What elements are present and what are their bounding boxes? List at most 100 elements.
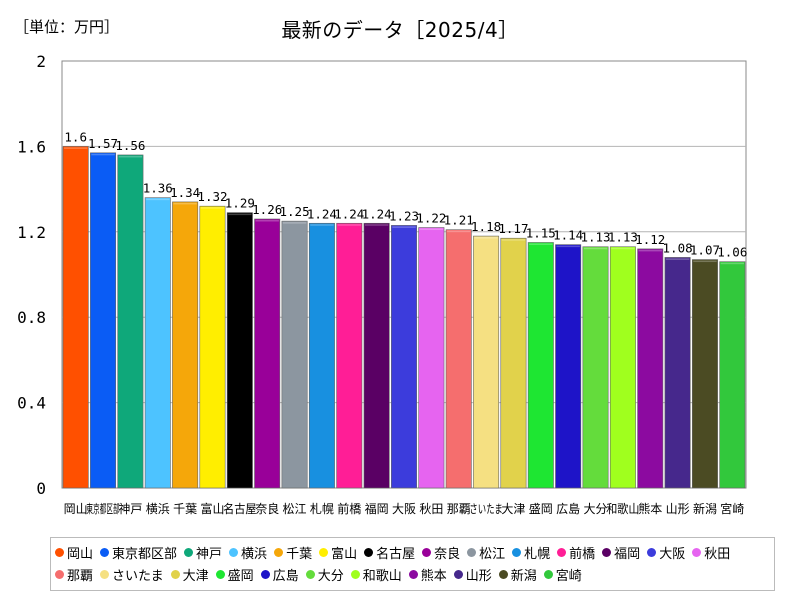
- unit-label: ［単位：万円］: [14, 18, 120, 36]
- legend-item: 新潟: [498, 563, 537, 585]
- chart-title: 最新のデータ［2025/4］: [281, 18, 519, 42]
- legend-swatch: [184, 547, 194, 557]
- value-label: 1.24: [334, 206, 364, 221]
- y-tick-label: 0.8: [17, 308, 46, 327]
- value-label: 1.32: [197, 189, 227, 204]
- legend-label: 福岡: [614, 546, 641, 562]
- legend-swatch: [512, 547, 522, 557]
- legend-label: 秋田: [704, 546, 731, 562]
- legend-item: 広島: [260, 563, 299, 585]
- bar-highlight: [255, 219, 279, 222]
- bar-highlight: [611, 247, 635, 250]
- legend-item: 大阪: [647, 541, 685, 563]
- legend-swatch: [100, 569, 110, 579]
- bar: [363, 222, 390, 489]
- value-label: 1.25: [280, 204, 310, 219]
- legend-swatch: [453, 569, 463, 579]
- legend-item: 名古屋: [364, 541, 415, 563]
- x-tick-label: 大分: [584, 502, 608, 516]
- y-tick-label: 2: [36, 52, 46, 71]
- legend-label: 奈良: [434, 546, 461, 562]
- bar: [637, 248, 664, 489]
- x-tick-label: さいたま: [469, 502, 502, 516]
- legend-label: 和歌山: [362, 568, 402, 584]
- bar-highlight: [337, 224, 361, 226]
- bar-highlight: [720, 262, 744, 265]
- bar: [336, 222, 363, 489]
- bar: [90, 152, 117, 489]
- legend-swatch: [557, 547, 567, 557]
- bar-highlight: [91, 153, 115, 156]
- bar-highlight: [118, 155, 143, 158]
- x-tick-label: 東京都区部: [86, 501, 119, 516]
- legend-swatch: [274, 547, 284, 557]
- bar-highlight: [282, 222, 307, 224]
- value-label: 1.13: [608, 230, 638, 245]
- legend-item: 札幌: [512, 541, 550, 563]
- legend-swatch: [260, 569, 270, 579]
- bar: [144, 197, 171, 489]
- bar: [62, 146, 89, 489]
- legend-swatch: [364, 547, 374, 557]
- value-label: 1.36: [143, 181, 173, 196]
- value-label: 1.18: [471, 219, 501, 234]
- x-tick-label: 前橋: [337, 501, 361, 516]
- legend-swatch: [215, 569, 225, 579]
- legend-swatch: [543, 569, 553, 579]
- legend-swatch: [319, 547, 329, 557]
- legend-item: 盛岡: [215, 563, 254, 585]
- bar-highlight: [501, 239, 526, 241]
- bar-highlight: [200, 207, 225, 209]
- legend-item: 熊本: [408, 563, 447, 585]
- legend-label: さいたま: [112, 568, 164, 584]
- bar-highlight: [638, 249, 662, 252]
- x-tick-label: 神戸: [118, 502, 142, 516]
- legend: 岡山 東京都区部 神戸 横浜 千葉 富山 名古屋 奈良 松江 札幌 前橋 福岡 大阪 秋田 那覇 さいたま 大津…: [50, 537, 775, 591]
- value-label: 1.26: [252, 202, 282, 217]
- legend-label: 山形: [465, 568, 492, 584]
- x-tick-label: 大津: [501, 502, 525, 516]
- legend-label: 千葉: [286, 546, 313, 562]
- bar-highlight: [419, 228, 444, 231]
- legend-swatch: [422, 547, 432, 557]
- bar: [719, 261, 746, 489]
- legend-swatch: [229, 547, 239, 557]
- value-label: 1.22: [416, 211, 446, 226]
- bar: [582, 246, 609, 489]
- bar-highlight: [173, 202, 197, 205]
- x-tick-label: 広島: [556, 501, 580, 516]
- bar-highlight: [146, 198, 170, 201]
- legend-item: 和歌山: [350, 563, 402, 585]
- legend-label: 盛岡: [227, 568, 254, 584]
- legend-item: 岡山: [55, 541, 93, 563]
- x-tick-label: 札幌: [310, 501, 334, 516]
- legend-swatch: [55, 547, 64, 557]
- bar-highlight: [529, 243, 553, 245]
- value-label: 1.13: [580, 230, 610, 245]
- x-tick-label: 宮崎: [720, 501, 744, 516]
- bar-highlight: [583, 247, 608, 250]
- value-label: 1.6: [64, 129, 87, 144]
- value-label: 1.24: [307, 206, 337, 221]
- x-tick-label: 新潟: [693, 501, 717, 516]
- bar-highlight: [693, 260, 717, 263]
- legend-label: 宮崎: [555, 568, 582, 584]
- x-tick-label: 千葉: [173, 502, 197, 516]
- x-tick-label: 大阪: [392, 502, 416, 516]
- x-tick-label: 横浜: [146, 502, 170, 516]
- bar: [664, 257, 691, 489]
- x-tick-label: 富山: [200, 501, 224, 516]
- legend-label: 熊本: [420, 568, 447, 584]
- x-tick-label: 秋田: [419, 502, 443, 516]
- legend-label: 大分: [317, 568, 344, 584]
- y-tick-label: 1.2: [17, 223, 46, 242]
- bar-chart: 0 0.4 0.8 1.2 1.6 2 1.6 岡山 1.57 東京都区部 1.56 神戸 1.36 横浜…: [17, 52, 747, 516]
- value-label: 1.34: [170, 185, 200, 200]
- legend-label: 東京都区部: [112, 546, 178, 562]
- x-tick-label: 福岡: [365, 501, 389, 516]
- value-label: 1.15: [526, 225, 556, 240]
- legend-label: 富山: [331, 546, 358, 562]
- bar-highlight: [447, 230, 471, 233]
- legend-swatch: [467, 547, 477, 557]
- bar: [281, 220, 308, 489]
